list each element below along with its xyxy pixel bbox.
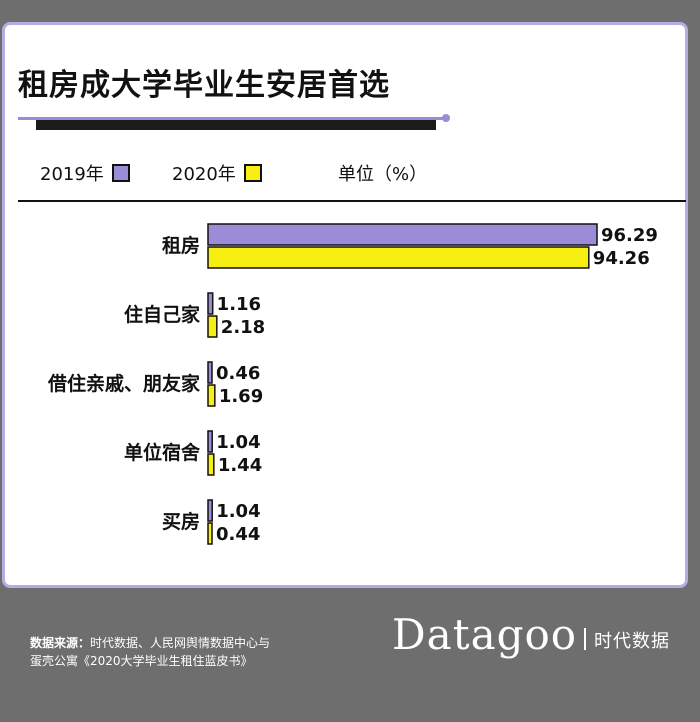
value-label-2019年-purchase: 1.04 (216, 501, 260, 522)
legend-swatch-2020 (243, 164, 262, 182)
legend-item-2019: 2019年 (40, 160, 130, 186)
bar-2019年-rent (207, 223, 598, 246)
bar-2020年-purchase (207, 522, 213, 545)
title-underline-dot (442, 114, 450, 122)
brand-chinese-name: 时代数据 (594, 631, 670, 652)
legend-item-2020: 2020年 (172, 160, 262, 186)
bar-2020年-relatives-friends (207, 384, 216, 407)
legend-label-2020: 2020年 (172, 164, 236, 185)
value-label-2020年-relatives-friends: 1.69 (219, 386, 263, 407)
value-label-2019年-rent: 96.29 (601, 225, 658, 246)
category-label-purchase: 买房 (162, 510, 200, 533)
value-label-2019年-relatives-friends: 0.46 (216, 363, 260, 384)
value-label-2019年-dormitory: 1.04 (216, 432, 260, 453)
source-label: 数据来源： (30, 636, 91, 650)
bar-2019年-purchase (207, 499, 213, 522)
legend-label-2019: 2019年 (40, 164, 104, 185)
bar-2019年-own-home (207, 292, 214, 315)
bar-2020年-own-home (207, 315, 218, 338)
legend-divider (18, 200, 686, 202)
bar-2020年-dormitory (207, 453, 215, 476)
value-label-2020年-own-home: 2.18 (221, 317, 265, 338)
unit-label: 单位（%） (338, 164, 428, 185)
brand-logo: Datagoo (392, 610, 578, 659)
value-label-2020年-rent: 94.26 (593, 248, 650, 269)
category-label-relatives-friends: 借住亲戚、朋友家 (47, 372, 201, 395)
bar-2020年-rent (207, 246, 590, 269)
title-black-bar (36, 120, 436, 130)
bar-2019年-dormitory (207, 430, 213, 453)
source-line-1: 时代数据、人民网舆情数据中心与 (90, 636, 271, 650)
value-label-2020年-dormitory: 1.44 (218, 455, 262, 476)
title-underline (18, 117, 446, 120)
chart-card (2, 22, 688, 588)
source-line-2: 蛋壳公寓《2020大学毕业生租住蓝皮书》 (30, 654, 253, 668)
legend: 2019年 2020年 单位（%） (0, 160, 700, 190)
value-label-2019年-own-home: 1.16 (217, 294, 261, 315)
category-label-dormitory: 单位宿舍 (124, 441, 201, 464)
chart-title: 租房成大学毕业生安居首选 (18, 68, 390, 103)
brand-separator (584, 628, 586, 650)
category-label-rent: 租房 (162, 234, 200, 257)
legend-swatch-2019 (111, 164, 130, 182)
data-source: 数据来源：时代数据、人民网舆情数据中心与 蛋壳公寓《2020大学毕业生租住蓝皮书… (30, 634, 390, 670)
category-label-own-home: 住自己家 (124, 303, 201, 326)
bar-2019年-relatives-friends (207, 361, 213, 384)
value-label-2020年-purchase: 0.44 (216, 524, 260, 545)
